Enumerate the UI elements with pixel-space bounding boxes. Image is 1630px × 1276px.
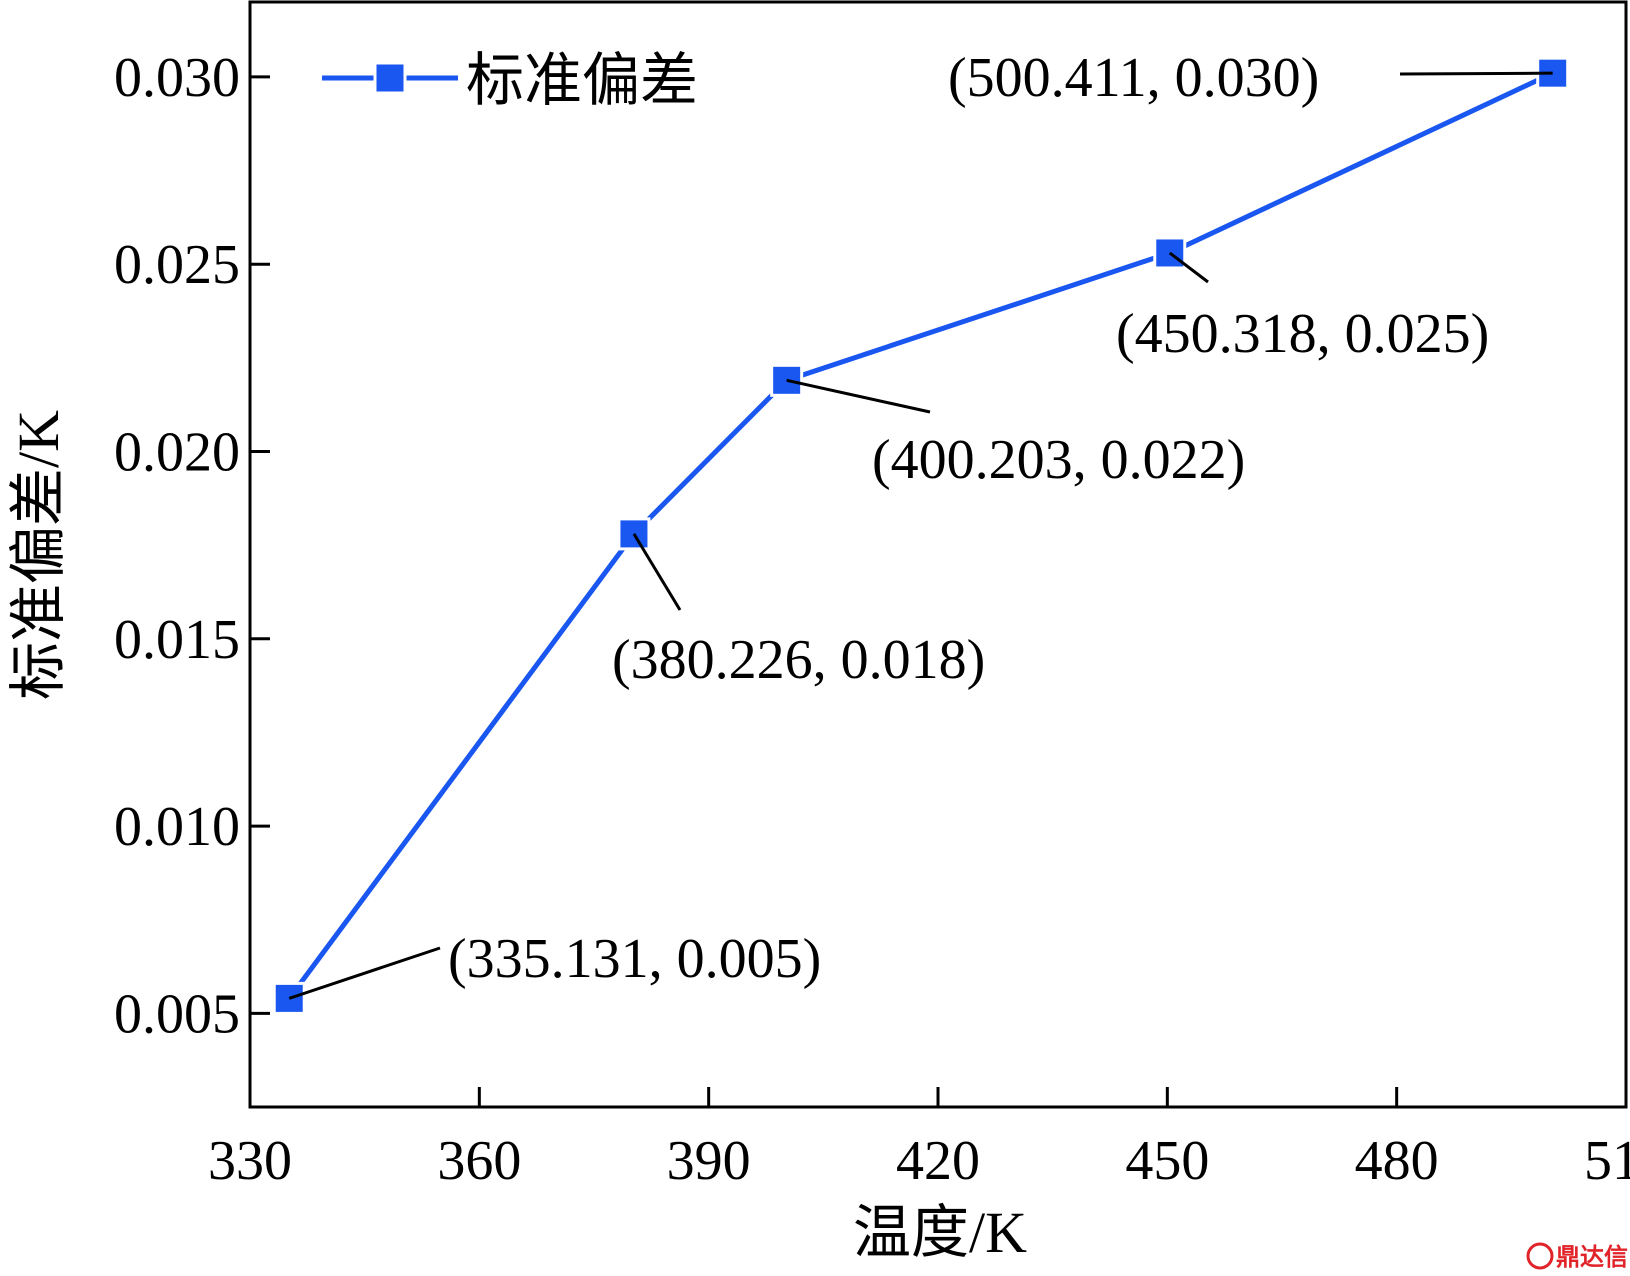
y-tick-label: 0.025	[114, 234, 240, 296]
y-axis-title: 标准偏差/K	[6, 410, 71, 700]
annotation-leader-line	[1399, 71, 1553, 76]
x-tick-label: 360	[437, 1130, 521, 1192]
y-tick-label: 0.010	[114, 796, 240, 858]
x-tick-label: 510	[1584, 1130, 1630, 1192]
annotation-leader-line	[288, 946, 441, 1000]
annotation-label: (400.203, 0.022)	[872, 429, 1245, 491]
annotation-leader-line	[1168, 251, 1209, 284]
annotation-label: (380.226, 0.018)	[612, 629, 985, 691]
annotation-layer: (335.131, 0.005) (380.226, 0.018) (400.203…	[288, 47, 1553, 1000]
annotation-label: (500.411, 0.030)	[948, 47, 1319, 109]
series-line	[287, 70, 1554, 1000]
y-tick-label: 0.005	[114, 983, 240, 1045]
x-axis: 330 360 390 420 450 480 510	[208, 1087, 1630, 1192]
legend-label: 标准偏差	[466, 48, 698, 113]
annotation-leader-line	[786, 378, 931, 414]
x-tick-label: 420	[896, 1130, 980, 1192]
legend-marker	[373, 61, 407, 95]
watermark-text: 鼎达信	[1556, 1243, 1628, 1271]
annotation-leader-line	[632, 533, 682, 611]
y-tick-label: 0.030	[114, 47, 240, 109]
y-tick-label: 0.015	[114, 609, 240, 671]
x-tick-label: 390	[667, 1130, 751, 1192]
y-axis: 0.005 0.010 0.015 0.020 0.025 0.030	[114, 47, 270, 1045]
watermark: 鼎达信	[1526, 1242, 1628, 1271]
annotation-label: (335.131, 0.005)	[448, 928, 821, 990]
series-layer	[272, 56, 1570, 1015]
legend: 标准偏差	[322, 48, 698, 113]
x-axis-title: 温度/K	[853, 1200, 1027, 1265]
annotation-label: (450.318, 0.025)	[1116, 303, 1489, 365]
y-tick-label: 0.020	[114, 421, 240, 483]
x-tick-label: 330	[208, 1130, 292, 1192]
x-tick-label: 480	[1355, 1130, 1439, 1192]
watermark-logo-icon	[1526, 1242, 1554, 1270]
x-tick-label: 450	[1125, 1130, 1209, 1192]
